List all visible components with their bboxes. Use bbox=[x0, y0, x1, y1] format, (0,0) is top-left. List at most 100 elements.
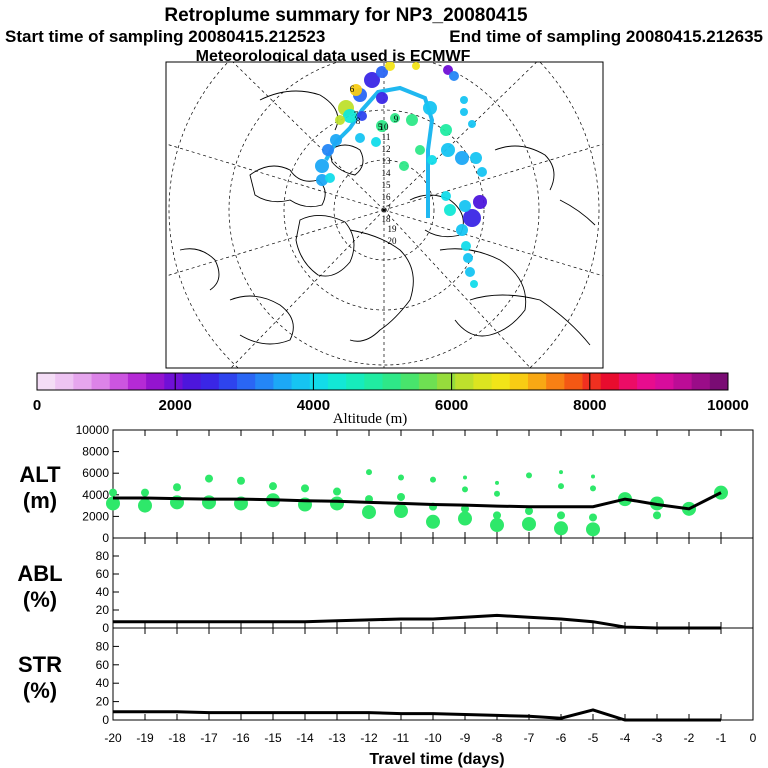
map-cluster-marker bbox=[355, 133, 365, 143]
alt-cluster-point bbox=[269, 482, 277, 491]
colorbar-cell bbox=[546, 373, 565, 390]
map-day-label: 15 bbox=[382, 180, 392, 190]
map-cluster-marker bbox=[325, 173, 335, 183]
series-line-alt bbox=[113, 491, 722, 511]
alt-cluster-point bbox=[394, 504, 408, 518]
colorbar-cell bbox=[582, 373, 602, 390]
alt-cluster-point bbox=[590, 485, 596, 492]
panel-ylabel-unit: (%) bbox=[23, 587, 57, 612]
map-cluster-marker bbox=[376, 92, 388, 104]
map-cluster-marker bbox=[364, 72, 380, 88]
alt-cluster-point bbox=[202, 495, 216, 510]
map-cluster-marker bbox=[376, 66, 388, 78]
colorbar-cell bbox=[527, 373, 547, 390]
x-tick-label: -3 bbox=[652, 731, 663, 745]
map-cluster-marker bbox=[335, 115, 345, 125]
map-cluster-marker bbox=[399, 161, 409, 171]
colorbar-cell bbox=[55, 373, 74, 390]
alt-cluster-point bbox=[554, 521, 568, 536]
map-cluster-marker bbox=[330, 134, 342, 146]
x-tick-label: -12 bbox=[360, 731, 378, 745]
time-series-panels: 0200040006000800010000ALT(m)020406080ABL… bbox=[17, 423, 756, 768]
x-tick-label: -7 bbox=[524, 731, 535, 745]
colorbar-cell bbox=[109, 373, 129, 390]
map-cluster-marker bbox=[440, 124, 452, 136]
colorbar-cell bbox=[655, 373, 674, 390]
map-cluster-marker bbox=[322, 144, 334, 156]
colorbar-tick-label: 0 bbox=[33, 397, 41, 414]
x-tick-label: -15 bbox=[264, 731, 282, 745]
met-data-label: Meteorological data used is ECMWF bbox=[196, 48, 471, 65]
map-day-label: 6 bbox=[350, 84, 355, 94]
map-cluster-marker bbox=[441, 191, 451, 201]
colorbar-cell bbox=[218, 373, 238, 390]
map-cluster-marker bbox=[357, 111, 367, 121]
colorbar-tick-label: 10000 bbox=[707, 397, 749, 414]
colorbar-cell bbox=[509, 373, 529, 390]
alt-cluster-point bbox=[589, 513, 597, 522]
map-day-label: 19 bbox=[388, 224, 398, 234]
map-frame bbox=[165, 61, 604, 369]
colorbar-cell bbox=[146, 373, 165, 390]
y-tick-label: 4000 bbox=[82, 488, 109, 502]
alt-cluster-point bbox=[463, 475, 467, 480]
map-cluster-marker bbox=[477, 167, 487, 177]
colorbar-cell bbox=[346, 373, 365, 390]
x-axis-label: Travel time (days) bbox=[369, 751, 504, 768]
alt-cluster-point bbox=[461, 504, 469, 513]
y-tick-label: 20 bbox=[96, 695, 110, 709]
map-cluster-marker bbox=[385, 62, 395, 71]
y-tick-label: 20 bbox=[96, 603, 110, 617]
map-cluster-marker bbox=[412, 62, 420, 70]
map-cluster-marker bbox=[390, 113, 400, 123]
colorbar-tick-label: 8000 bbox=[573, 397, 606, 414]
x-tick-label: -14 bbox=[296, 731, 314, 745]
start-time-label: Start time of sampling 20080415.212523 bbox=[5, 27, 325, 46]
map-cluster-marker bbox=[406, 114, 418, 126]
colorbar-cell bbox=[673, 373, 693, 390]
x-tick-label: 0 bbox=[750, 731, 757, 745]
colorbar-cell bbox=[600, 373, 620, 390]
colorbar-cell bbox=[273, 373, 293, 390]
x-tick-label: -11 bbox=[393, 731, 410, 745]
colorbar-cell bbox=[709, 373, 729, 390]
map-day-label: 14 bbox=[382, 168, 392, 178]
map-cluster-marker bbox=[463, 209, 481, 227]
map-cluster-marker bbox=[441, 143, 455, 157]
end-time-label: End time of sampling 20080415.212635 bbox=[449, 27, 763, 46]
panel-ylabel-unit: (%) bbox=[23, 678, 57, 703]
map-cluster-marker bbox=[449, 71, 459, 81]
colorbar-cell bbox=[455, 373, 474, 390]
alt-cluster-point bbox=[426, 514, 440, 529]
y-tick-label: 2000 bbox=[82, 509, 109, 523]
map-day-label: 17 bbox=[382, 204, 392, 214]
alt-cluster-point bbox=[653, 511, 661, 520]
map-cluster-marker bbox=[470, 152, 482, 164]
alt-cluster-point bbox=[557, 511, 565, 520]
x-tick-label: -19 bbox=[136, 731, 154, 745]
colorbar-cell bbox=[637, 373, 656, 390]
panel-ylabel-name: STR bbox=[18, 652, 62, 677]
alt-cluster-point bbox=[330, 496, 344, 511]
y-tick-label: 8000 bbox=[82, 445, 109, 459]
map-cluster-marker bbox=[470, 280, 478, 288]
x-tick-label: -1 bbox=[716, 731, 727, 745]
panel-abl: 0 20 40 60 80 ABL(%) bbox=[17, 537, 754, 635]
map-cluster-marker bbox=[461, 241, 471, 251]
map-cluster-marker bbox=[460, 108, 468, 116]
map-day-label: 18 bbox=[382, 214, 392, 224]
colorbar-cell bbox=[182, 373, 202, 390]
map-day-label: 9 bbox=[394, 114, 399, 124]
alt-cluster-point bbox=[526, 472, 532, 479]
colorbar-tick-label: 2000 bbox=[159, 397, 192, 414]
map-cluster-marker bbox=[415, 145, 425, 155]
colorbar-cell bbox=[91, 373, 111, 390]
map-cluster-marker bbox=[376, 120, 388, 132]
x-tick-label: -6 bbox=[556, 731, 567, 745]
map-cluster-marker bbox=[316, 174, 328, 186]
x-tick-label: -17 bbox=[200, 731, 218, 745]
map-day-label: 5 bbox=[378, 122, 383, 132]
